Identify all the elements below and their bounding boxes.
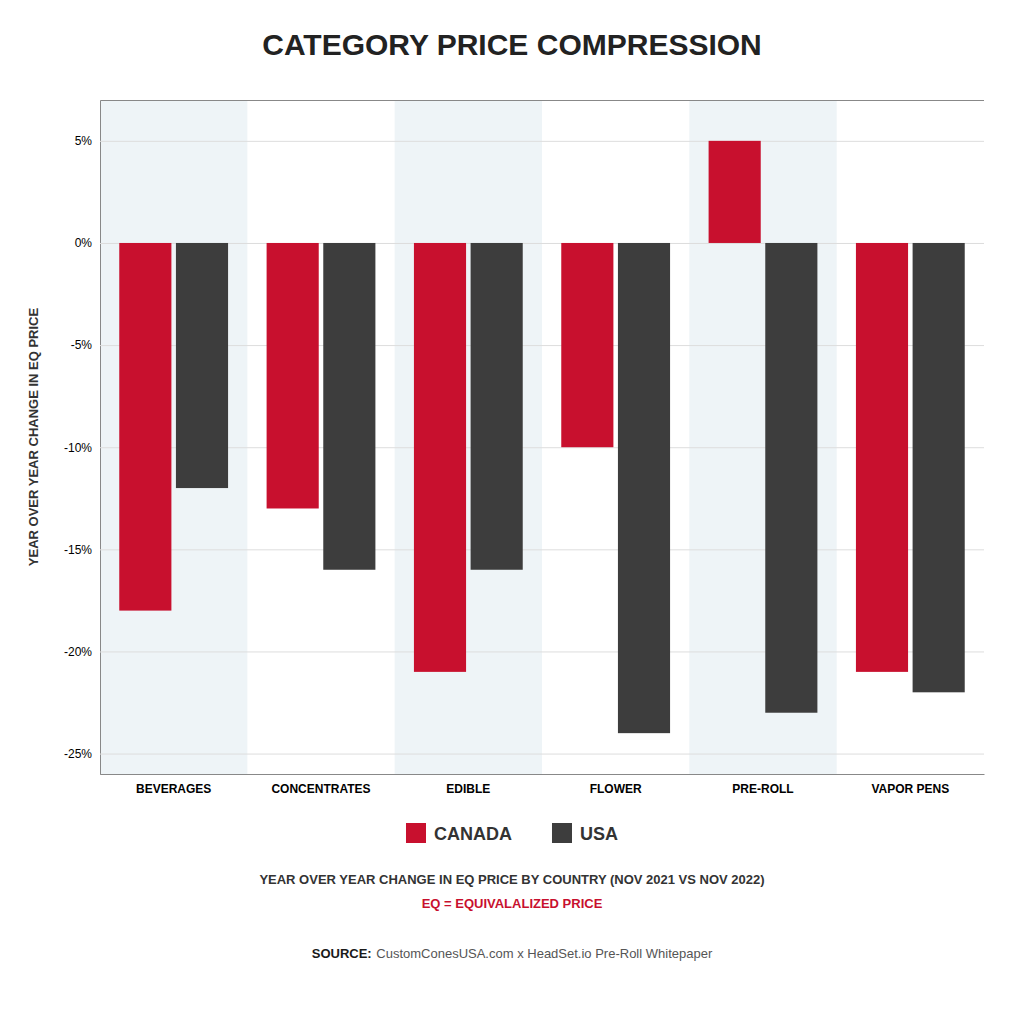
bar — [119, 243, 171, 611]
bar — [709, 141, 761, 243]
x-tick-label: EDIBLE — [446, 782, 490, 796]
y-tick-label: 5% — [75, 134, 93, 148]
y-tick-label: -15% — [64, 543, 92, 557]
grid-line — [100, 754, 984, 755]
category-stripe — [689, 100, 836, 774]
y-axis-title: YEAR OVER YEAR CHANGE IN EQ PRICE — [26, 307, 41, 566]
x-tick: VAPOR PENS — [871, 774, 949, 796]
legend-label: CANADA — [434, 824, 512, 844]
x-tick-label: CONCENTRATES — [271, 782, 370, 796]
chart-title: CATEGORY PRICE COMPRESSION — [262, 28, 762, 61]
bar — [176, 243, 228, 488]
annotation: EQ = EQUIVALALIZED PRICE — [422, 896, 603, 911]
y-tick-label: -10% — [64, 441, 92, 455]
y-tick-label: 0% — [75, 236, 93, 250]
grid-line — [100, 345, 984, 346]
y-tick-label: -20% — [64, 645, 92, 659]
bar-series — [176, 243, 965, 733]
x-tick-label: FLOWER — [590, 782, 642, 796]
source-line: SOURCE: CustomConesUSA.com x HeadSet.io P… — [312, 946, 713, 961]
y-axis-line — [101, 101, 985, 775]
bar — [267, 243, 319, 509]
grid-line — [100, 243, 984, 244]
legend-item: CANADA — [406, 823, 512, 844]
legend-item: USA — [552, 823, 618, 844]
y-tick: -15% — [64, 543, 984, 557]
y-tick: -25% — [64, 747, 984, 761]
bar — [323, 243, 375, 570]
stripes — [100, 100, 837, 774]
bar — [414, 243, 466, 672]
legend-swatch — [406, 823, 426, 843]
x-tick-label: VAPOR PENS — [871, 782, 949, 796]
x-tick-label: PRE-ROLL — [732, 782, 793, 796]
bar — [913, 243, 965, 692]
chart-svg: CATEGORY PRICE COMPRESSION 5% 0% -5% -10% -15… — [0, 0, 1024, 1024]
y-tick: 5% — [75, 134, 984, 148]
grid-line — [100, 651, 984, 652]
source-part: CustomConesUSA.com x HeadSet.io Pre-Roll… — [376, 946, 713, 961]
source-part: SOURCE: — [312, 946, 372, 961]
bar — [765, 243, 817, 713]
x-tick: FLOWER — [590, 774, 642, 796]
subtitle: YEAR OVER YEAR CHANGE IN EQ PRICE BY COU… — [259, 872, 764, 887]
y-tick-label: -25% — [64, 747, 92, 761]
bar — [856, 243, 908, 672]
legend: CANADA USA — [406, 823, 618, 844]
x-axis: BEVERAGES CONCENTRATES EDIBLE FLOWER PRE-ROL… — [101, 774, 985, 796]
y-axis: 5% 0% -5% -10% -15% -20% -25% — [64, 101, 984, 775]
grid-line — [100, 549, 984, 550]
x-tick: BEVERAGES — [136, 774, 211, 796]
grid-line — [100, 447, 984, 448]
x-axis-line — [101, 774, 985, 775]
chart-container: CATEGORY PRICE COMPRESSION 5% 0% -5% -10% -15… — [0, 0, 1024, 1024]
bar — [618, 243, 670, 733]
legend-swatch — [552, 823, 572, 843]
plot-area: 5% 0% -5% -10% -15% -20% -25% BEVERAGES CONCENTR… — [26, 100, 985, 796]
category-stripe — [395, 100, 542, 774]
legend-label: USA — [580, 824, 618, 844]
x-tick-label: BEVERAGES — [136, 782, 211, 796]
grid-line — [100, 141, 984, 142]
bar — [471, 243, 523, 570]
y-tick-label: -5% — [71, 338, 93, 352]
bars — [119, 141, 964, 733]
x-tick: EDIBLE — [446, 774, 490, 796]
x-tick: PRE-ROLL — [732, 774, 793, 796]
y-tick: -20% — [64, 645, 984, 659]
category-stripe — [100, 100, 247, 774]
bar — [561, 243, 613, 447]
x-tick: CONCENTRATES — [271, 774, 370, 796]
